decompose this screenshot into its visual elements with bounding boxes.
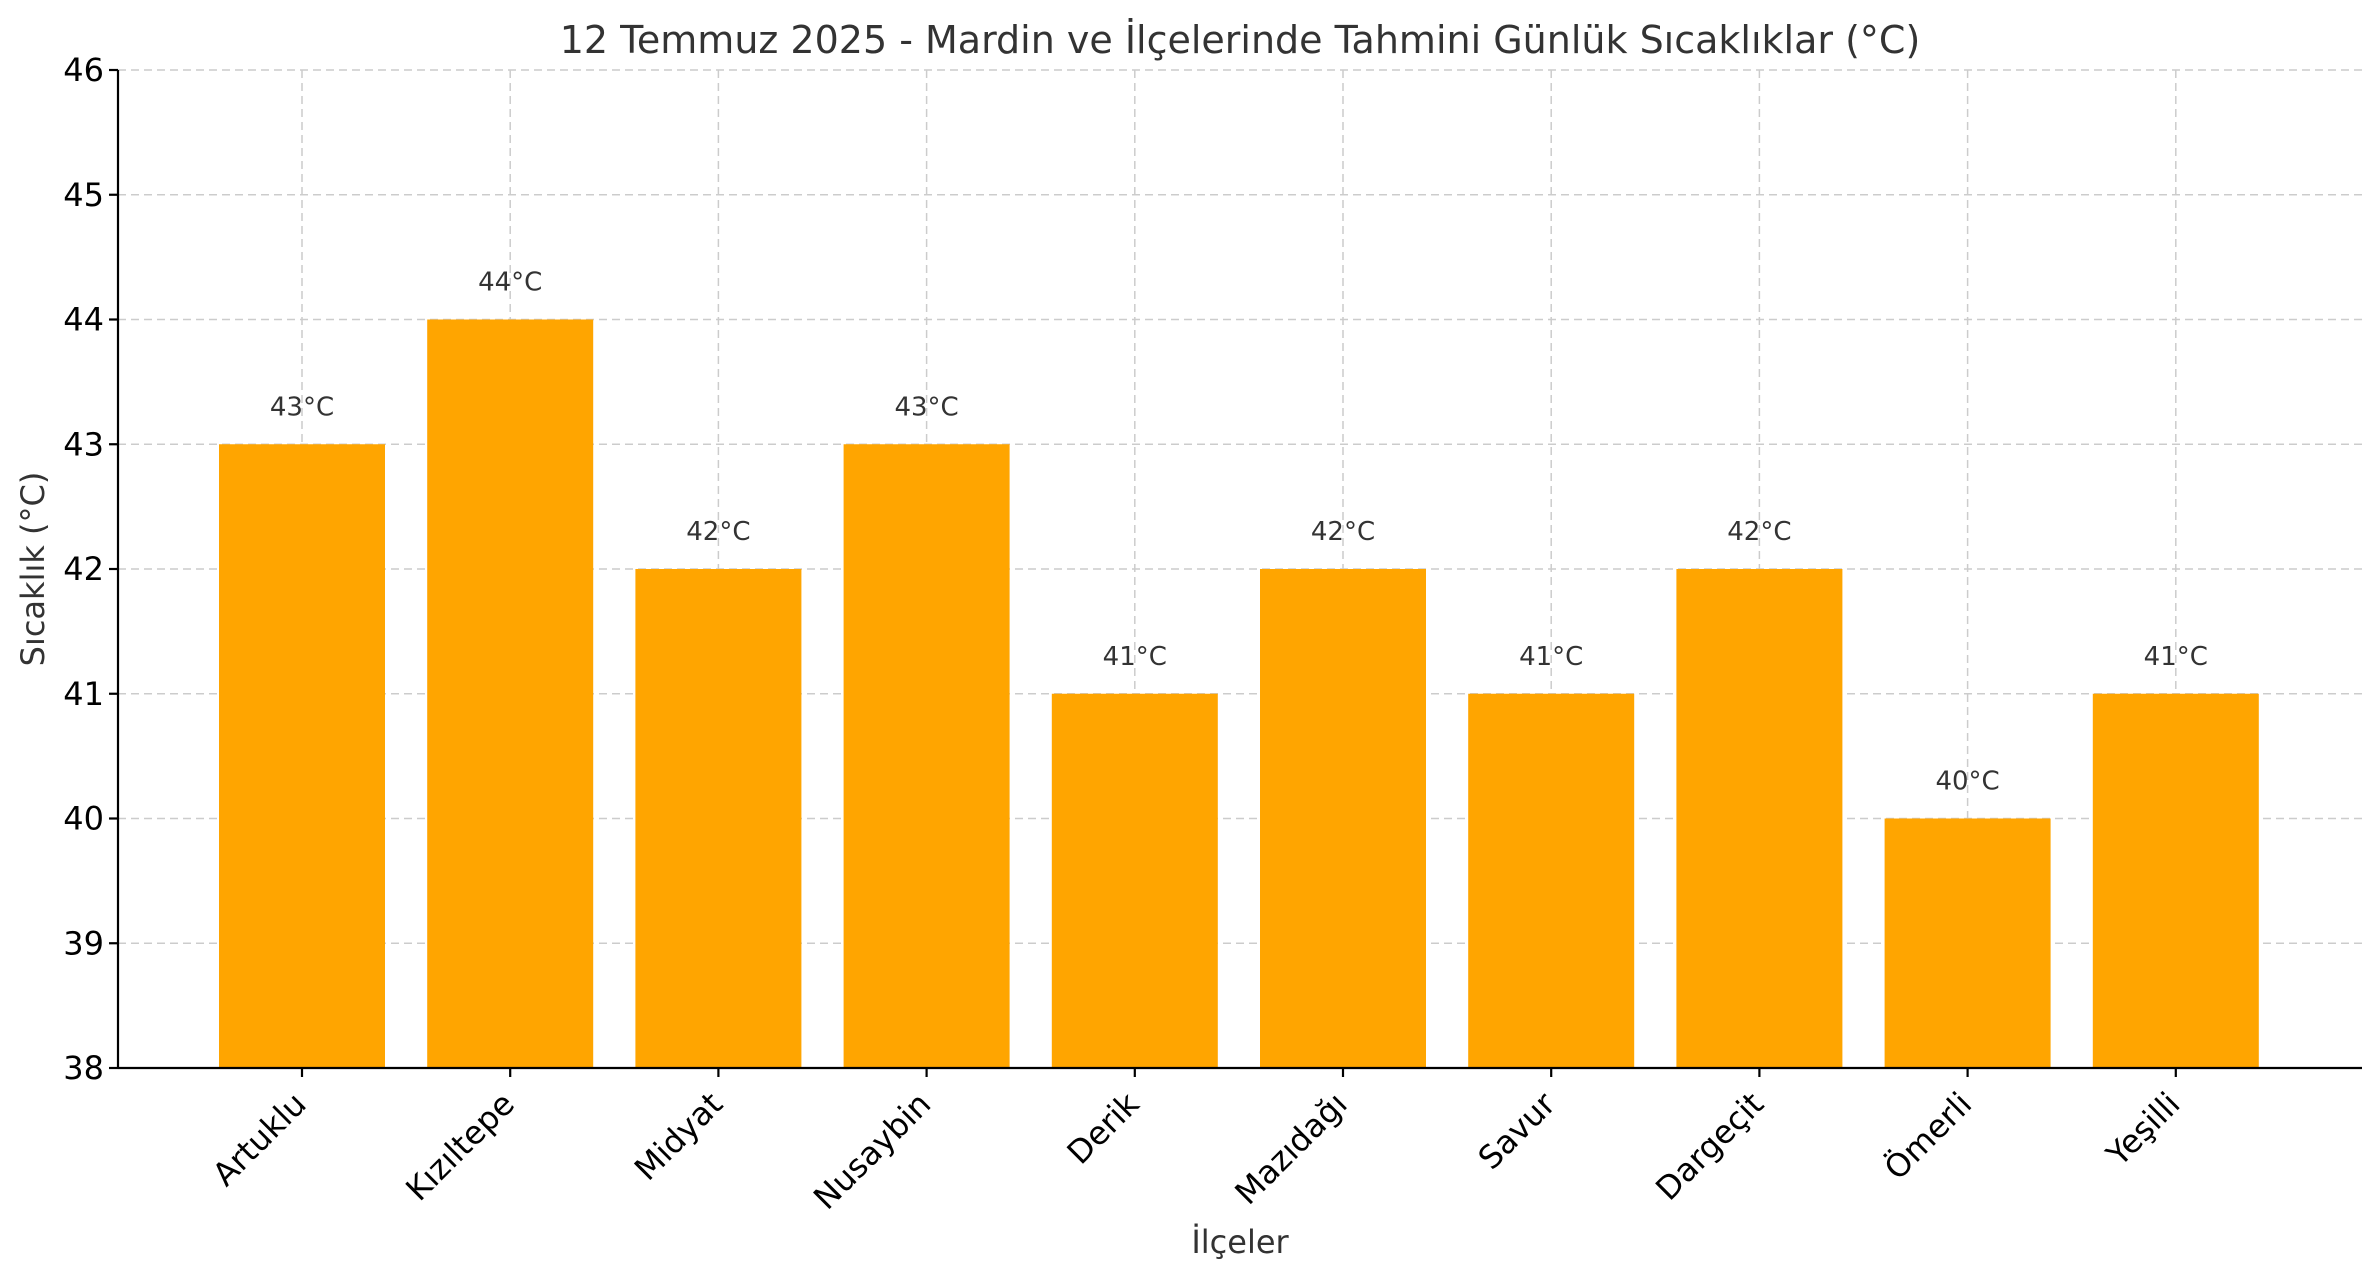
- bar: [1260, 569, 1426, 1068]
- x-tick-label: Ömerli: [1877, 1085, 1980, 1188]
- x-tick-label: Mazıdağı: [1227, 1085, 1354, 1212]
- data-label: 44°C: [478, 268, 542, 298]
- x-axis-label: İlçeler: [1191, 1223, 1289, 1261]
- y-tick-label: 43: [63, 425, 104, 463]
- bar: [1884, 818, 2051, 1068]
- data-label: 43°C: [894, 392, 958, 422]
- y-tick-label: 40: [63, 800, 104, 838]
- x-tick-label: Savur: [1471, 1084, 1564, 1177]
- x-tick-label: Artuklu: [205, 1085, 314, 1194]
- chart-title: 12 Temmuz 2025 - Mardin ve İlçelerinde T…: [560, 18, 1921, 62]
- bar: [427, 319, 594, 1068]
- y-tick-label: 41: [63, 675, 104, 713]
- bar: [1468, 693, 1635, 1068]
- x-tick-label: Nusaybin: [806, 1085, 938, 1217]
- x-tick-label: Dargeçit: [1648, 1085, 1771, 1208]
- data-labels: 43°C 44°C 42°C 43°C 41°C 42°C 41°C 42°C 40°C 41°C: [270, 268, 2208, 797]
- y-tick-label: 42: [63, 550, 104, 588]
- bar: [635, 569, 802, 1068]
- y-tick-label: 39: [63, 924, 104, 962]
- x-tick-label: Kızıltepe: [398, 1085, 522, 1209]
- bar: [1051, 693, 1218, 1068]
- x-ticks: Artuklu Kızıltepe Midyat Nusaybin Derik Mazıd…: [205, 1068, 2187, 1217]
- data-label: 41°C: [2144, 642, 2208, 672]
- x-tick-label: Derik: [1060, 1084, 1147, 1171]
- bar: [219, 444, 385, 1068]
- x-tick-label: Yeşilli: [2098, 1085, 2187, 1174]
- bar: [843, 444, 1010, 1068]
- data-label: 42°C: [686, 517, 750, 547]
- data-label: 42°C: [1311, 517, 1375, 547]
- y-tick-label: 44: [63, 301, 104, 339]
- data-label: 41°C: [1103, 642, 1167, 672]
- y-tick-label: 38: [63, 1049, 104, 1087]
- x-tick-label: Midyat: [627, 1085, 730, 1188]
- data-label: 42°C: [1727, 517, 1791, 547]
- bar: [2092, 693, 2259, 1068]
- data-label: 43°C: [270, 392, 334, 422]
- y-tick-label: 46: [63, 51, 104, 89]
- data-label: 41°C: [1519, 642, 1583, 672]
- y-ticks: 38 39 40 41 42 43 44 45 46: [63, 51, 118, 1087]
- bars: [219, 319, 2259, 1068]
- y-axis-label: Sıcaklık (°C): [14, 472, 52, 667]
- data-label: 40°C: [1935, 767, 1999, 797]
- y-tick-label: 45: [63, 176, 104, 214]
- bar: [1676, 569, 1843, 1068]
